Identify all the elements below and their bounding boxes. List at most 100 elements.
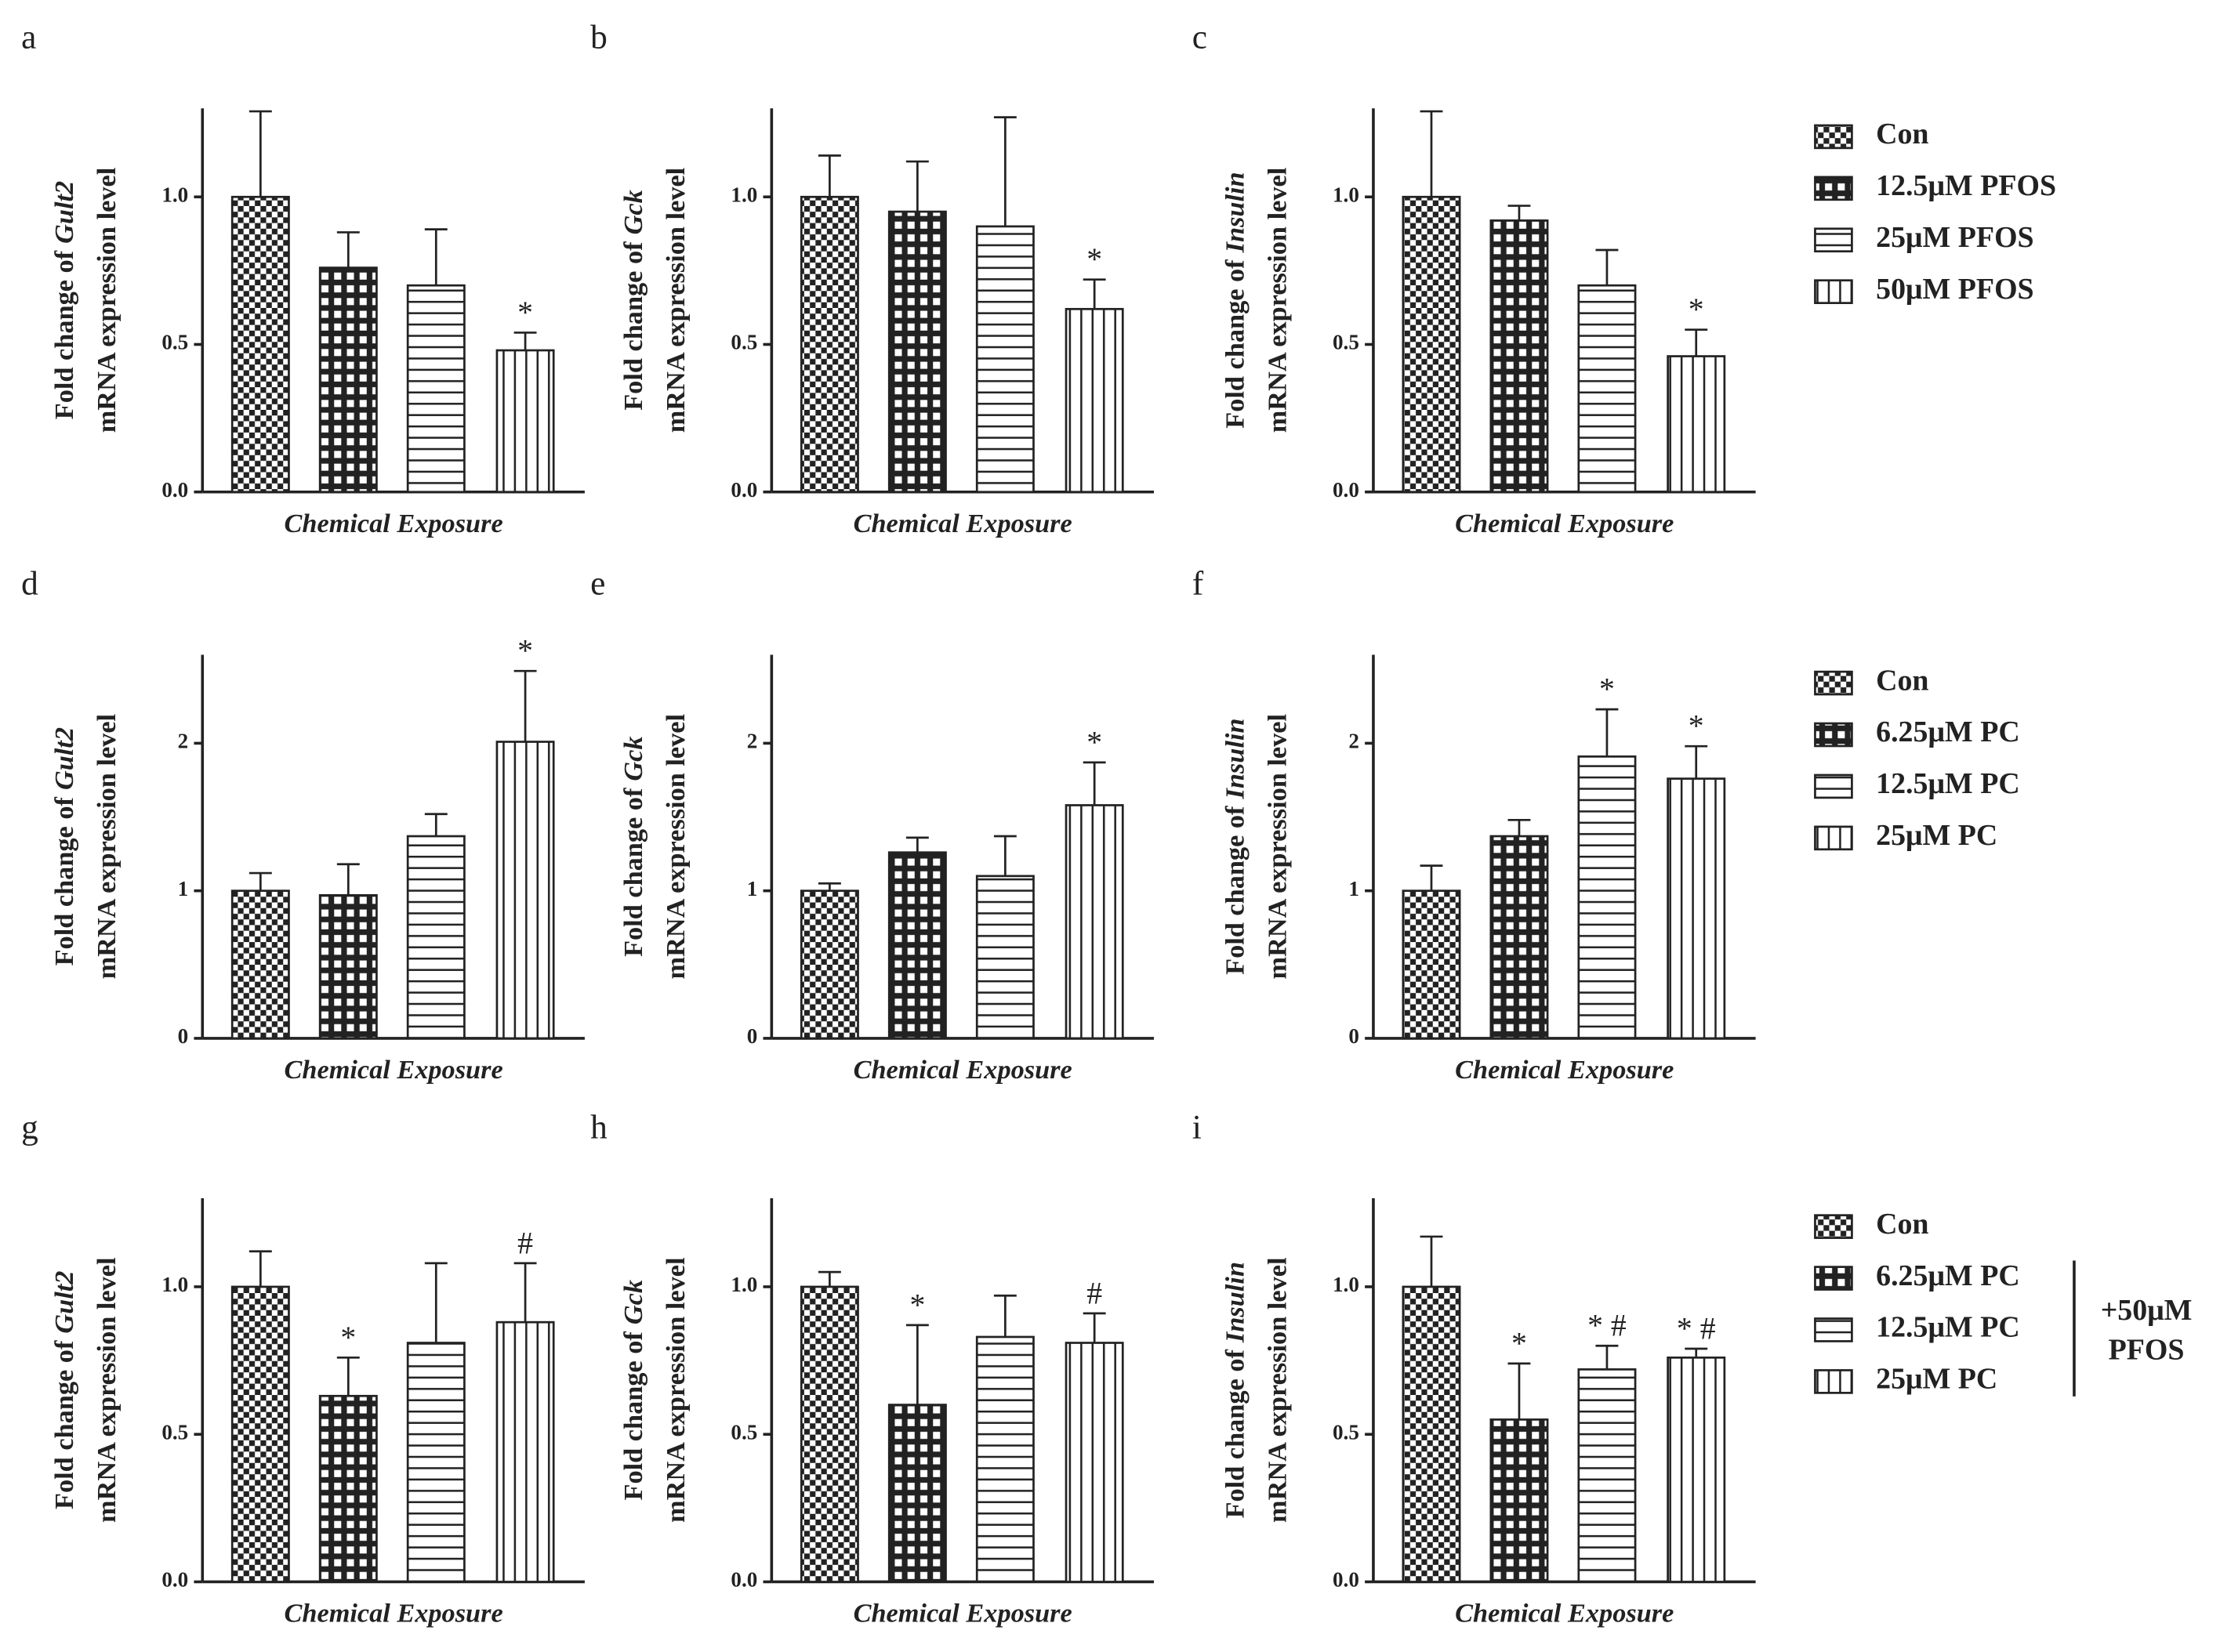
bar — [406, 835, 466, 1040]
bar — [1402, 889, 1461, 1040]
significance-mark: * — [1689, 292, 1704, 327]
y-tick-label: 0.5 — [161, 331, 188, 354]
y-tick-label: 0.0 — [1333, 1568, 1359, 1592]
y-axis-label: Fold change of Gck — [618, 736, 648, 956]
y-axis-label: Fold change of Gult2 — [49, 727, 79, 965]
bar — [495, 741, 555, 1040]
x-axis-label: Chemical Exposure — [285, 1599, 503, 1628]
y-tick-label: 1.0 — [731, 183, 757, 206]
bar — [887, 210, 947, 494]
y-tick-label: 1.0 — [161, 1273, 188, 1296]
y-axis-label-line2: mRNA expression level — [661, 168, 691, 433]
bar — [230, 195, 290, 494]
bar — [230, 889, 290, 1040]
significance-mark: * — [909, 1288, 925, 1322]
legend-swatch — [1814, 1266, 1853, 1291]
x-axis-label: Chemical Exposure — [1455, 1599, 1674, 1628]
x-axis-label: Chemical Exposure — [285, 509, 503, 538]
panel-letter: f — [1192, 565, 1204, 603]
legend-swatch — [1814, 124, 1853, 150]
significance-mark: * # — [1587, 1309, 1627, 1343]
x-axis-label: Chemical Exposure — [285, 1055, 503, 1085]
panel-letter: d — [21, 565, 38, 603]
bar — [1489, 1418, 1549, 1583]
y-label-prefix: Fold change of — [618, 1331, 648, 1501]
y-tick-label: 1 — [178, 877, 189, 900]
y-tick-label: 0.0 — [731, 478, 757, 502]
bar — [975, 225, 1035, 494]
bar — [406, 284, 466, 494]
significance-mark: # — [517, 1226, 533, 1260]
bar — [318, 1394, 378, 1583]
y-label-gene: Gck — [618, 736, 648, 781]
y-label-gene: Gck — [618, 1280, 648, 1324]
bar — [1667, 355, 1726, 494]
y-label-gene: Gult2 — [49, 727, 79, 790]
legend-swatch — [1814, 176, 1853, 201]
bar — [1065, 307, 1124, 494]
bar — [887, 1404, 947, 1583]
y-tick-label: 2 — [178, 730, 189, 753]
bar — [1065, 1342, 1124, 1583]
significance-mark: * — [517, 295, 533, 330]
bar — [1489, 219, 1549, 494]
y-tick-label: 0 — [1348, 1024, 1359, 1048]
panel-letter: b — [590, 19, 608, 56]
y-label-prefix: Fold change of — [1220, 1349, 1250, 1519]
y-label-prefix: Fold change of — [49, 1340, 79, 1509]
bar — [318, 266, 378, 494]
significance-mark: * — [1599, 672, 1615, 707]
bar — [495, 349, 555, 494]
y-tick-label: 0 — [178, 1024, 189, 1048]
bar — [1577, 284, 1637, 494]
y-tick-label: 2 — [747, 730, 758, 753]
y-axis-label-line2: mRNA expression level — [661, 1257, 691, 1523]
y-tick-label: 0.5 — [731, 331, 757, 354]
legend-label: Con — [1876, 664, 1928, 697]
y-label-gene: Gult2 — [49, 181, 79, 244]
y-tick-label: 1.0 — [1333, 1273, 1359, 1296]
legend-label: Con — [1876, 1208, 1928, 1241]
legend-swatch — [1814, 825, 1853, 851]
legend-label: 6.25μM PC — [1876, 716, 2020, 748]
legend-swatch — [1814, 1317, 1853, 1342]
bar — [318, 893, 378, 1040]
legend-label: 25μM PC — [1876, 1363, 1997, 1396]
legend-swatch — [1814, 227, 1853, 253]
y-label-prefix: Fold change of — [618, 241, 648, 411]
y-tick-label: 1 — [747, 877, 758, 900]
bar — [1065, 804, 1124, 1040]
y-axis-label-line2: mRNA expression level — [92, 714, 122, 980]
legend-label: 12.5μM PFOS — [1876, 169, 2056, 202]
significance-mark: * — [1086, 725, 1102, 759]
y-label-gene: Insulin — [1220, 1262, 1250, 1343]
y-axis-label-line2: mRNA expression level — [92, 168, 122, 433]
y-label-prefix: Fold change of — [1220, 806, 1250, 975]
bar — [1402, 195, 1461, 494]
legend-swatch — [1814, 1214, 1853, 1239]
bar — [800, 889, 859, 1040]
y-label-gene: Gck — [618, 190, 648, 234]
bar — [1577, 1368, 1637, 1583]
bar — [1667, 1356, 1726, 1583]
x-axis-label: Chemical Exposure — [1455, 1055, 1674, 1085]
panel-letter: i — [1192, 1108, 1202, 1146]
y-tick-label: 2 — [1348, 730, 1359, 753]
significance-mark: * — [1689, 709, 1704, 744]
y-axis-label-line2: mRNA expression level — [1263, 168, 1293, 433]
panel-letter: g — [21, 1108, 38, 1146]
y-axis-label-line2: mRNA expression level — [1263, 714, 1293, 979]
bar — [495, 1321, 555, 1583]
y-tick-label: 1.0 — [731, 1273, 757, 1296]
legend-label: 25μM PFOS — [1876, 221, 2034, 254]
y-label-prefix: Fold change of — [49, 797, 79, 966]
y-tick-label: 0.5 — [731, 1420, 757, 1444]
y-label-gene: Gult2 — [49, 1271, 79, 1334]
significance-mark: * — [517, 634, 533, 668]
y-tick-label: 0.0 — [161, 478, 188, 502]
bar — [230, 1285, 290, 1583]
y-tick-label: 0.5 — [1333, 331, 1359, 354]
bar — [1402, 1285, 1461, 1583]
panel-letter: h — [590, 1108, 608, 1146]
